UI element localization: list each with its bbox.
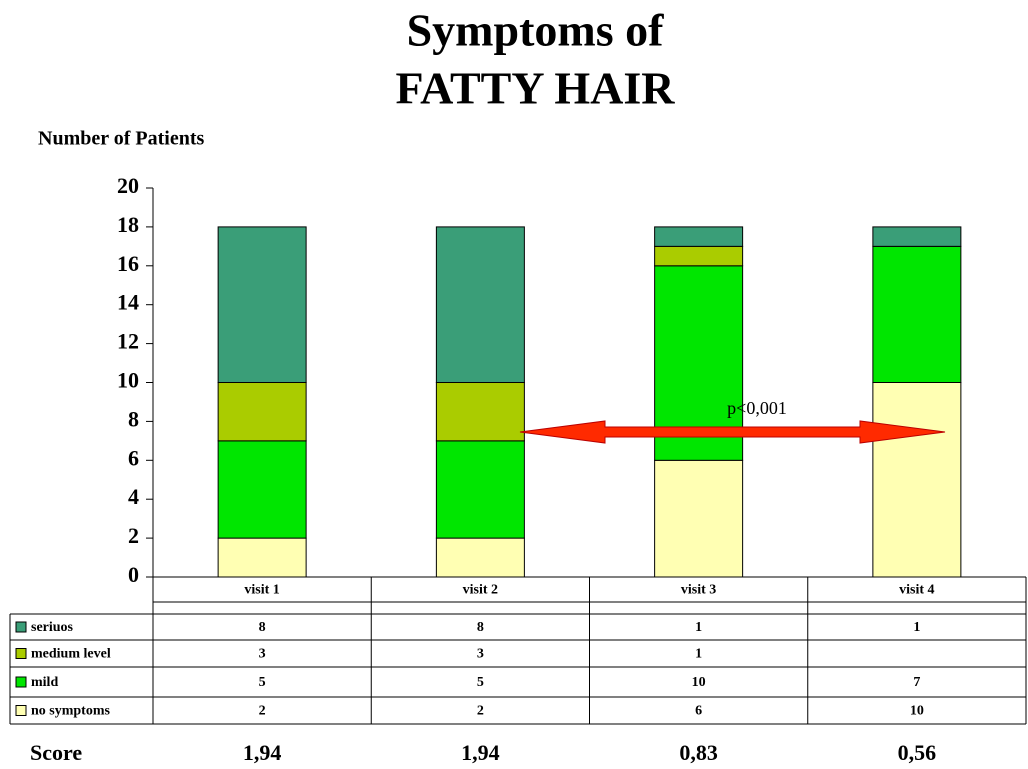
- y-tick-label: 20: [117, 173, 139, 198]
- bar-segment: [435, 440, 525, 539]
- table-value: 1: [913, 620, 920, 635]
- bar-segment: [217, 537, 307, 578]
- bar-segment: [217, 226, 307, 383]
- score-value: 0,83: [679, 740, 718, 765]
- bar-segment: [435, 226, 525, 383]
- table-value: 6: [695, 704, 702, 719]
- y-tick-label: 10: [117, 368, 139, 393]
- table-value: 8: [259, 620, 266, 635]
- y-tick-label: 12: [117, 329, 139, 354]
- score-label: Score: [30, 740, 82, 765]
- legend-swatch: [15, 621, 27, 633]
- table-value: 3: [259, 647, 266, 662]
- y-tick-label: 4: [128, 484, 139, 509]
- double-arrow: [519, 420, 946, 444]
- table-value: 2: [477, 704, 484, 719]
- legend-label: no symptoms: [31, 704, 111, 719]
- y-tick-label: 2: [128, 523, 139, 548]
- table-value: 3: [477, 647, 484, 662]
- bar-segment: [654, 245, 744, 267]
- chart-title: FATTY HAIR: [396, 63, 676, 114]
- table-value: 2: [259, 704, 266, 719]
- table-value: 10: [910, 704, 924, 719]
- bar-segment: [435, 382, 525, 442]
- y-tick-label: 18: [117, 212, 139, 237]
- table-value: 1: [695, 620, 702, 635]
- bar-segment: [435, 537, 525, 578]
- table-value: 7: [913, 675, 920, 690]
- y-tick-label: 16: [117, 251, 139, 276]
- x-tick-label: visit 1: [244, 583, 279, 598]
- legend-swatch: [15, 705, 27, 716]
- legend-label: seriuos: [31, 620, 74, 635]
- x-tick-label: visit 4: [899, 583, 934, 598]
- bar-segment: [217, 440, 307, 539]
- legend-label: mild: [31, 675, 58, 690]
- bar-segment: [217, 382, 307, 442]
- y-tick-label: 8: [128, 406, 139, 431]
- legend-swatch: [15, 676, 27, 688]
- bar-segment: [654, 226, 744, 247]
- legend-swatch: [15, 648, 27, 659]
- y-axis-label: Number of Patients: [38, 128, 204, 150]
- annotation: p<0,001: [727, 398, 787, 418]
- table-value: 1: [695, 647, 702, 662]
- bar-segment: [872, 226, 962, 247]
- score-value: 1,94: [461, 740, 500, 765]
- table-value: 8: [477, 620, 484, 635]
- table-value: 5: [259, 675, 266, 690]
- table-value: 5: [477, 675, 484, 690]
- y-tick-label: 14: [117, 290, 139, 315]
- y-tick-label: 6: [128, 445, 139, 470]
- y-tick-label: 0: [128, 562, 139, 587]
- arrow: [519, 420, 946, 444]
- score-value: 0,56: [898, 740, 937, 765]
- score-value: 1,94: [243, 740, 282, 765]
- x-tick-label: visit 2: [463, 583, 498, 598]
- legend-label: medium level: [31, 647, 111, 662]
- bar-segment: [872, 382, 962, 578]
- chart-title: Symptoms of: [407, 5, 665, 56]
- bar-segment: [872, 245, 962, 383]
- bar-segment: [654, 459, 744, 578]
- table-value: 10: [692, 675, 706, 690]
- x-tick-label: visit 3: [681, 583, 716, 598]
